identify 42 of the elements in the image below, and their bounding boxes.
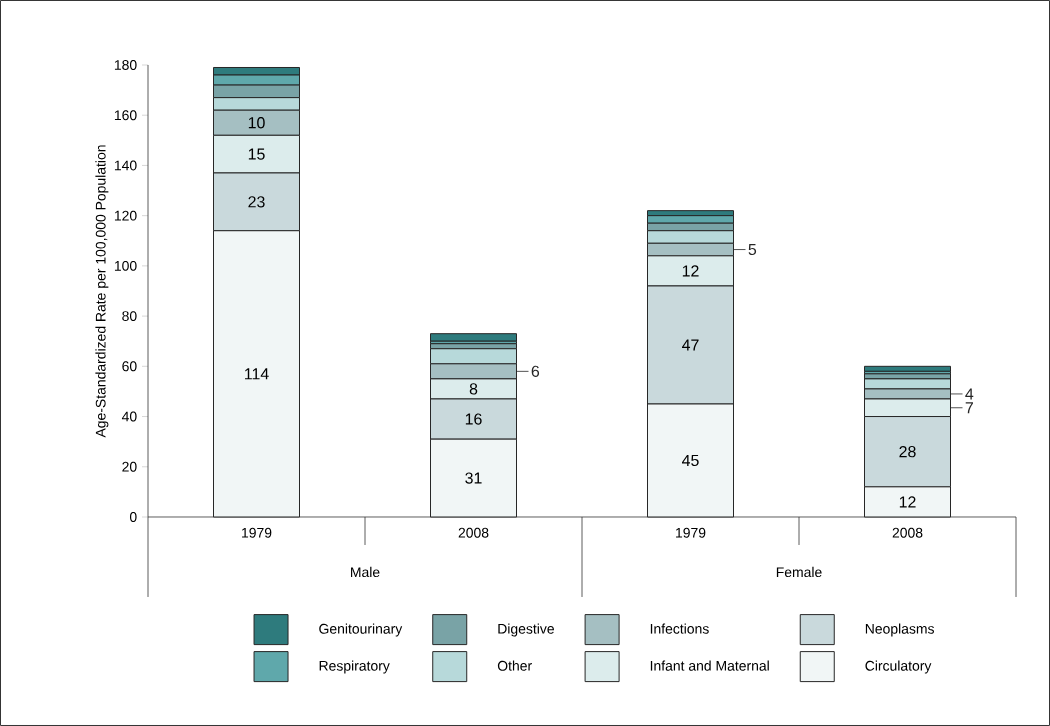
legend-label: Other	[497, 660, 532, 671]
y-tick-label: 80	[122, 311, 137, 322]
y-tick-label: 40	[121, 411, 137, 422]
x-tick-label: 2008	[458, 527, 489, 538]
data-label: 8	[469, 383, 478, 395]
x-tick-label: 2008	[892, 527, 923, 538]
x-tick-label: 1979	[676, 527, 706, 538]
y-tick-label: 180	[114, 60, 137, 70]
data-label: 12	[899, 496, 916, 508]
y-axis-title: Age-Standardized Rate per 100,000 Population	[95, 145, 109, 438]
data-label: 31	[465, 472, 482, 484]
data-label: 5	[748, 243, 757, 256]
data-label: 23	[248, 196, 265, 208]
y-tick-label: 120	[114, 210, 137, 221]
data-label: 10	[248, 117, 265, 129]
y-tick-label: 60	[122, 361, 137, 372]
legend-label: Neoplasms	[865, 623, 934, 637]
data-label: 28	[899, 446, 916, 458]
data-label: 47	[682, 339, 699, 351]
text: Male	[351, 566, 380, 578]
legend-label: Genitourinary	[319, 623, 403, 637]
legend-label: Circulatory	[865, 660, 932, 674]
legend-label: Respiratory	[319, 660, 390, 674]
data-label: 7	[965, 402, 973, 414]
y-tick-label: 0	[129, 512, 137, 522]
data-label: 4	[965, 388, 974, 400]
data-label: 6	[531, 365, 540, 377]
legend-label: Infections	[650, 623, 709, 634]
y-tick-label: 160	[114, 110, 137, 121]
x-tick-label: 1979	[242, 527, 272, 538]
bar	[430, 333, 518, 342]
y-tick-label: 140	[114, 160, 137, 171]
data-label: 114	[245, 368, 269, 380]
data-label: 12	[682, 265, 699, 277]
y-tick-label: 20	[122, 461, 137, 472]
legend-label: Infant and Maternal	[650, 660, 769, 671]
data-label: 16	[465, 413, 482, 425]
data-label: 15	[248, 148, 265, 160]
data-label: 45	[682, 454, 699, 467]
text: Female	[776, 566, 822, 578]
legend-label: Digestive	[498, 623, 554, 637]
y-tick-label: 100	[114, 260, 137, 271]
